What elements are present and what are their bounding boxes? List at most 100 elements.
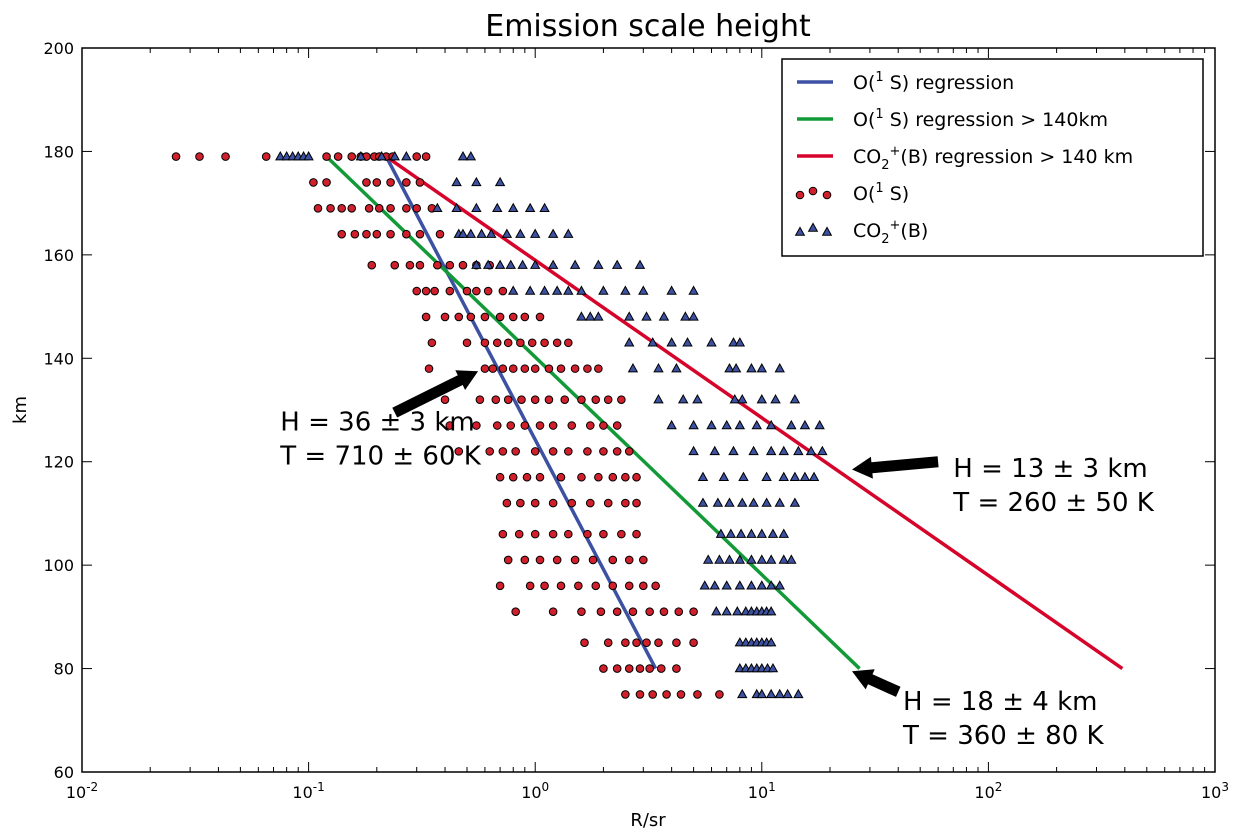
legend-marker bbox=[795, 190, 805, 200]
data-point bbox=[734, 554, 746, 564]
data-point bbox=[508, 364, 518, 373]
data-point bbox=[465, 150, 477, 161]
y-axis-label: km bbox=[10, 396, 31, 424]
y-tick-label: 60 bbox=[54, 763, 74, 782]
data-point bbox=[593, 311, 604, 321]
data-point bbox=[508, 312, 518, 322]
data-point bbox=[732, 606, 743, 616]
data-point bbox=[725, 528, 737, 538]
data-point bbox=[322, 178, 331, 187]
y-tick-label: 120 bbox=[43, 453, 74, 472]
data-point bbox=[603, 395, 613, 404]
data-point bbox=[746, 554, 757, 564]
annotation-arrow bbox=[852, 669, 901, 697]
data-point bbox=[653, 363, 664, 373]
data-point bbox=[778, 471, 789, 481]
data-point bbox=[756, 688, 768, 699]
data-point bbox=[688, 445, 699, 456]
data-point bbox=[748, 497, 759, 507]
data-point bbox=[412, 204, 422, 213]
data-point bbox=[386, 204, 395, 213]
data-point bbox=[313, 204, 323, 213]
annotation-arrow bbox=[392, 370, 479, 418]
data-point bbox=[511, 607, 520, 616]
data-point bbox=[770, 394, 781, 404]
data-point bbox=[588, 555, 598, 565]
data-point bbox=[427, 338, 437, 348]
data-point bbox=[638, 285, 649, 295]
data-point bbox=[386, 229, 395, 239]
data-point bbox=[261, 152, 271, 161]
data-point bbox=[503, 338, 513, 348]
data-point bbox=[440, 312, 450, 322]
data-point bbox=[697, 471, 709, 481]
data-point bbox=[530, 364, 540, 373]
annotation-text: H = 13 ± 3 km bbox=[953, 454, 1147, 484]
data-point bbox=[666, 337, 677, 347]
annotation-text: H = 36 ± 3 km bbox=[280, 408, 474, 438]
data-point bbox=[786, 554, 797, 564]
data-point bbox=[594, 364, 603, 373]
legend-swatch-markers bbox=[795, 186, 832, 200]
data-point bbox=[322, 152, 331, 161]
data-point bbox=[530, 395, 540, 404]
data-point bbox=[421, 312, 431, 322]
data-point bbox=[621, 690, 630, 699]
data-point bbox=[715, 690, 724, 699]
chart-title: Emission scale height bbox=[485, 9, 811, 44]
data-point bbox=[544, 364, 554, 373]
data-point bbox=[808, 471, 820, 481]
data-point bbox=[503, 395, 513, 404]
data-point bbox=[547, 259, 559, 269]
data-point bbox=[621, 498, 630, 508]
data-point bbox=[672, 664, 681, 673]
data-point bbox=[505, 259, 516, 269]
data-point bbox=[508, 472, 518, 482]
data-point bbox=[724, 363, 735, 373]
data-point bbox=[639, 581, 648, 591]
data-point bbox=[814, 419, 825, 430]
data-point bbox=[746, 580, 757, 590]
data-point bbox=[401, 150, 412, 161]
data-point bbox=[567, 421, 577, 430]
plot-frame bbox=[81, 47, 1216, 773]
data-point bbox=[737, 688, 748, 699]
data-point bbox=[337, 229, 347, 239]
data-point bbox=[514, 529, 524, 539]
data-point bbox=[714, 554, 725, 564]
data-point bbox=[548, 447, 558, 456]
data-point bbox=[617, 395, 626, 404]
data-point bbox=[458, 260, 468, 270]
data-point bbox=[612, 664, 622, 673]
data-point bbox=[491, 395, 501, 404]
data-point bbox=[472, 421, 481, 430]
data-point bbox=[735, 528, 747, 538]
data-point bbox=[402, 178, 411, 187]
data-point bbox=[492, 202, 503, 213]
x-tick-label: 103 bbox=[1201, 780, 1229, 802]
data-point bbox=[729, 394, 741, 404]
legend-marker bbox=[808, 186, 818, 196]
data-point bbox=[576, 285, 587, 295]
data-point bbox=[529, 259, 541, 269]
data-point bbox=[516, 498, 525, 508]
series-co2b-points bbox=[275, 150, 828, 699]
data-point bbox=[376, 150, 387, 161]
annotations: H = 36 ± 3 km T = 710 ± 60 K H = 13 ± 3 km… bbox=[279, 370, 1155, 751]
data-point bbox=[556, 581, 566, 591]
data-point bbox=[591, 395, 601, 404]
data-point bbox=[693, 690, 702, 699]
data-point bbox=[364, 204, 374, 213]
data-point bbox=[517, 395, 526, 404]
data-point bbox=[624, 664, 634, 673]
data-point bbox=[620, 285, 631, 295]
data-point bbox=[583, 364, 592, 373]
data-point bbox=[569, 259, 581, 269]
data-point bbox=[476, 228, 487, 238]
data-point bbox=[362, 178, 371, 187]
data-point bbox=[412, 286, 422, 296]
data-point bbox=[641, 311, 652, 321]
data-point bbox=[475, 395, 485, 404]
data-point bbox=[799, 419, 811, 430]
